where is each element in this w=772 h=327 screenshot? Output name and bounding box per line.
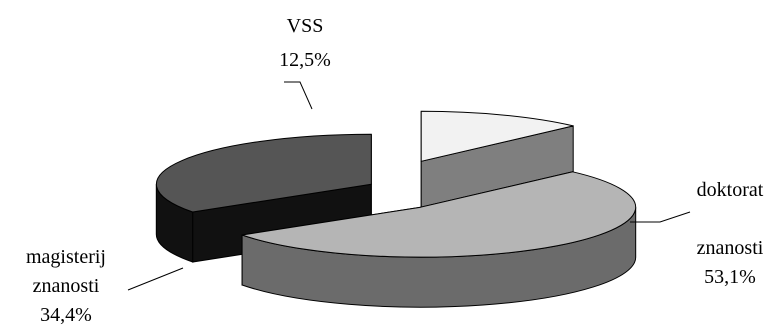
slice-label-vss-percent: 12,5% [279,49,331,71]
slice-label-vss-name-0: VSS [287,15,324,37]
pie-slice-vss [420,110,574,212]
pie-slice-magisterij-znanosti [155,133,372,263]
pie-slice-top-doktorat-znanosti [241,171,637,258]
leader-line-magisterij [127,267,184,291]
slice-label-magisterij-percent: 34,4% [40,304,92,326]
slice-label-doktorat-percent: 53,1% [704,266,756,288]
slice-label-magisterij-name-0: magisterij [26,246,106,268]
slice-label-doktorat-name-0: doktorat [697,179,764,201]
pie-slice-top-magisterij-znanosti [155,133,372,213]
slice-label-doktorat-name-1: znanosti [697,237,764,259]
pie-slice-doktorat-znanosti [241,171,637,308]
pie-labels: VSS 12,5% doktorat znanosti 53,1% magist… [26,15,764,326]
slice-label-magisterij-name-1: znanosti [33,275,100,297]
leader-line-vss [284,81,313,110]
pie-slices [155,110,637,308]
leader-line-doktorat [630,211,691,223]
pie-slice-top-vss [420,110,574,162]
